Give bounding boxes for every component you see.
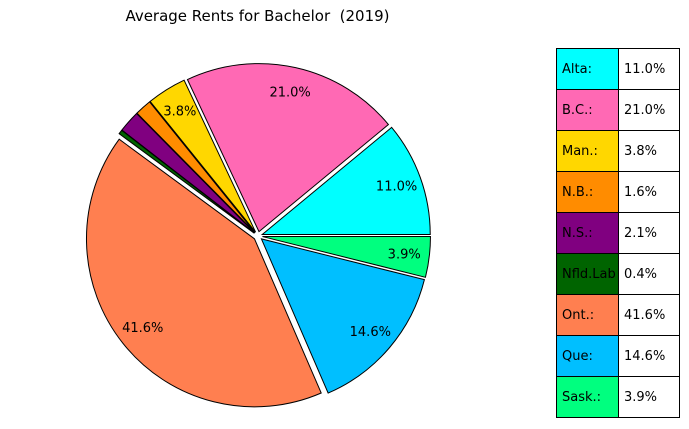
pie-chart: 11.0% 21.0% 3.8% 41.6% 14.6% 3.9% xyxy=(85,63,431,408)
pie-slice-8 xyxy=(262,236,431,278)
legend-row: Que: 14.6% xyxy=(556,335,680,377)
legend-label: N.S.: xyxy=(556,212,619,254)
legend-value: 3.9% xyxy=(618,376,680,418)
legend-label: Sask.: xyxy=(556,376,619,418)
chart-title: Average Rents for Bachelor (2019) xyxy=(125,7,390,25)
legend-row: Nfld.Lab 0.4% xyxy=(556,253,680,295)
pie-slice-label-8: 3.9% xyxy=(388,248,421,263)
legend-row: Sask.: 3.9% xyxy=(556,376,680,418)
pie-slice-7 xyxy=(260,238,426,394)
pie-slice-label-7: 14.6% xyxy=(350,325,391,340)
legend-value: 41.6% xyxy=(618,294,680,336)
legend-table: Alta: 11.0% B.C.: 21.0% Man.: 3.8% N.B.: 1.6% N.… xyxy=(556,48,680,418)
legend-label: B.C.: xyxy=(556,89,619,131)
pie-slice-label-1: 21.0% xyxy=(269,86,310,101)
legend-row: Ont.: 41.6% xyxy=(556,294,680,336)
legend-label: Nfld.Lab xyxy=(556,253,619,295)
pie-slice-label-6: 41.6% xyxy=(122,321,163,336)
legend-value: 1.6% xyxy=(618,171,680,213)
pie-slice-3 xyxy=(136,101,256,233)
legend-value: 3.8% xyxy=(618,130,680,172)
legend-label: Que: xyxy=(556,335,619,377)
pie-slice-label-0: 11.0% xyxy=(376,180,417,195)
legend-value: 21.0% xyxy=(618,89,680,131)
pie-slice-1 xyxy=(186,63,390,233)
legend-row: Man.: 3.8% xyxy=(556,130,680,172)
legend-value: 0.4% xyxy=(618,253,680,295)
legend-value: 11.0% xyxy=(618,48,680,90)
legend-value: 2.1% xyxy=(618,212,680,254)
legend-label: Man.: xyxy=(556,130,619,172)
legend-label: Ont.: xyxy=(556,294,619,336)
legend-row: N.S.: 2.1% xyxy=(556,212,680,254)
legend-label: Alta: xyxy=(556,48,619,90)
legend-row: N.B.: 1.6% xyxy=(556,171,680,213)
pie-slice-6 xyxy=(85,138,322,408)
legend-row: Alta: 11.0% xyxy=(556,48,680,90)
pie-slice-label-2: 3.8% xyxy=(163,105,196,120)
pie-slice-5 xyxy=(118,129,255,234)
legend-label: N.B.: xyxy=(556,171,619,213)
legend-value: 14.6% xyxy=(618,335,680,377)
pie-slice-2 xyxy=(149,79,257,233)
legend-row: B.C.: 21.0% xyxy=(556,89,680,131)
pie-slice-0 xyxy=(260,126,431,235)
